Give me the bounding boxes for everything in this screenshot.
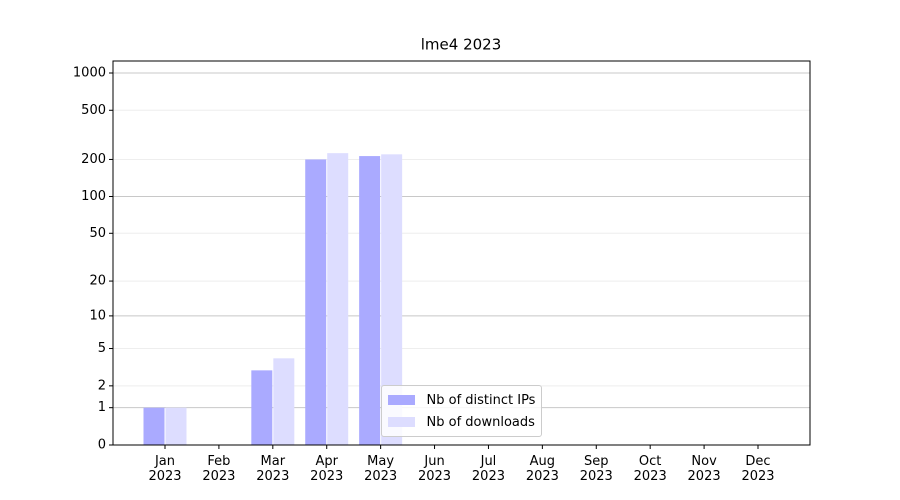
bar xyxy=(251,370,273,445)
y-tick-label: 200 xyxy=(81,152,106,167)
x-tick-label: May 2023 xyxy=(364,454,398,484)
y-tick-label: 20 xyxy=(89,274,106,289)
x-tick-label: Oct 2023 xyxy=(633,454,667,484)
y-tick-label: 50 xyxy=(89,226,106,241)
x-tick-label: Jan 2023 xyxy=(148,454,182,484)
legend-entry: Nb of downloads xyxy=(387,411,536,433)
bar xyxy=(273,358,295,445)
y-tick-label: 100 xyxy=(81,189,106,204)
bar xyxy=(359,156,381,445)
y-tick-label: 2 xyxy=(98,378,106,393)
x-tick-label: Dec 2023 xyxy=(741,454,775,484)
chart-title: lme4 2023 xyxy=(421,36,502,54)
plot-frame xyxy=(112,60,811,446)
x-tick-label: Nov 2023 xyxy=(687,454,721,484)
bar xyxy=(143,407,165,445)
x-tick-label: Jun 2023 xyxy=(417,454,452,484)
y-tick-label: 1000 xyxy=(73,66,106,81)
x-tick-label: Feb 2023 xyxy=(202,454,236,484)
y-tick-label: 10 xyxy=(89,308,106,323)
legend-entry: Nb of distinct IPs xyxy=(387,389,536,411)
legend-swatch xyxy=(387,417,415,427)
legend: Nb of distinct IPs Nb of downloads xyxy=(380,385,543,437)
x-tick-label: Sep 2023 xyxy=(579,454,613,484)
bar xyxy=(305,159,327,445)
y-tick-label: 0 xyxy=(98,438,106,453)
y-tick-label: 5 xyxy=(98,341,106,356)
x-tick-label: Aug 2023 xyxy=(525,454,559,484)
x-tick-label: Jul 2023 xyxy=(471,454,505,484)
bar xyxy=(381,154,403,445)
x-tick-label: Apr 2023 xyxy=(310,454,344,484)
bar xyxy=(165,407,187,445)
legend-swatch xyxy=(387,395,415,405)
y-tick-label: 500 xyxy=(81,103,106,118)
legend-label: Nb of distinct IPs xyxy=(426,392,536,408)
legend-label: Nb of downloads xyxy=(426,414,535,430)
y-tick-label: 1 xyxy=(98,400,106,415)
x-tick-label: Mar 2023 xyxy=(256,454,290,484)
bar xyxy=(327,153,349,445)
